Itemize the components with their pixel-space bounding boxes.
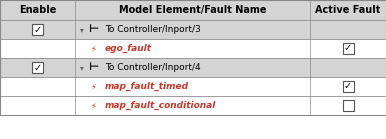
Text: Enable: Enable	[19, 5, 56, 15]
Text: ✓: ✓	[34, 24, 42, 34]
Text: To Controller/Inport/4: To Controller/Inport/4	[105, 63, 201, 72]
Text: ego_fault: ego_fault	[105, 44, 152, 53]
Text: ⊢: ⊢	[88, 24, 98, 34]
Text: map_fault_timed: map_fault_timed	[105, 82, 189, 91]
Bar	[0, 39, 386, 58]
Text: Active Fault: Active Fault	[315, 5, 381, 15]
Bar	[0, 58, 386, 77]
Bar	[342, 81, 354, 92]
Text: ⚡: ⚡	[90, 44, 96, 53]
Text: To Controller/Inport/3: To Controller/Inport/3	[105, 25, 201, 34]
Bar	[342, 100, 354, 111]
Text: ▾: ▾	[80, 63, 84, 72]
Text: ▾: ▾	[80, 25, 84, 34]
Text: Model Element/Fault Name: Model Element/Fault Name	[119, 5, 266, 15]
Bar	[0, 77, 386, 96]
Bar	[0, 0, 386, 20]
Text: ✓: ✓	[34, 63, 42, 73]
Text: ⊢: ⊢	[88, 63, 98, 73]
Text: ⚡: ⚡	[90, 101, 96, 110]
Text: ✓: ✓	[344, 81, 352, 91]
Bar	[0, 96, 386, 115]
Text: ⚡: ⚡	[90, 82, 96, 91]
Bar	[342, 43, 354, 54]
Bar	[0, 20, 386, 39]
Bar	[32, 62, 43, 73]
Bar	[32, 24, 43, 35]
Text: ✓: ✓	[344, 44, 352, 54]
Text: map_fault_conditional: map_fault_conditional	[105, 101, 217, 110]
Bar	[0, 0, 386, 115]
